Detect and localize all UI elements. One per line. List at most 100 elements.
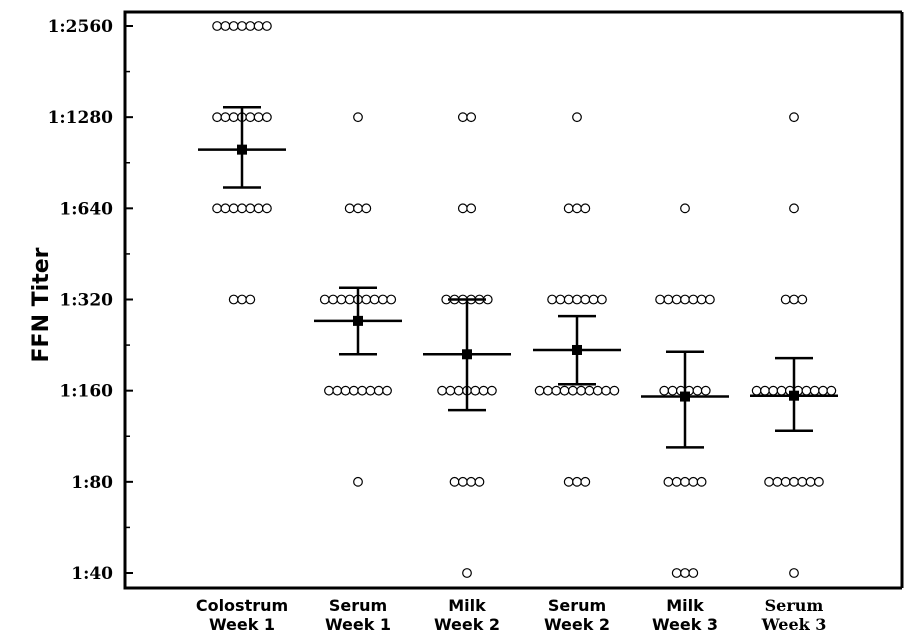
- data-point: [457, 476, 468, 487]
- data-point: [818, 385, 828, 396]
- data-point: [228, 294, 239, 305]
- data-point: [332, 385, 343, 396]
- data-point: [457, 203, 468, 214]
- data-point: [797, 476, 808, 487]
- mean-marker: [789, 390, 799, 401]
- data-point: [696, 476, 707, 487]
- data-point: [487, 385, 497, 396]
- data-point: [369, 294, 380, 305]
- data-point: [361, 294, 372, 305]
- data-point: [688, 476, 699, 487]
- data-point: [559, 385, 570, 396]
- data-points: [212, 21, 837, 578]
- x-tick-label-line1: Milk: [666, 596, 704, 615]
- data-point: [609, 385, 620, 396]
- y-tick-label: 1:160: [59, 382, 113, 402]
- y-axis-ticks: 1:40 1:80 1:160 1:320 1:640 1:1280 1:2560: [48, 17, 133, 584]
- data-point: [237, 203, 247, 214]
- data-point: [344, 203, 355, 214]
- x-tick-label-line2: Week 1: [325, 615, 391, 634]
- data-point: [253, 112, 264, 123]
- x-tick-label-line1: Colostrum: [196, 596, 288, 615]
- x-tick-label-line1: Serum: [548, 596, 606, 615]
- data-point: [547, 294, 557, 305]
- data-point: [212, 112, 223, 123]
- data-point: [671, 294, 682, 305]
- data-point: [655, 294, 665, 305]
- data-point: [580, 203, 591, 214]
- x-tick-label-line1: Serum: [329, 596, 387, 615]
- data-point: [692, 385, 703, 396]
- data-point: [382, 385, 392, 396]
- x-tick-label-line2: Week 1: [209, 615, 275, 634]
- data-point: [688, 568, 699, 578]
- x-tick-label-line1: Milk: [448, 596, 486, 615]
- y-tick-label: 1:1280: [48, 108, 114, 128]
- data-point: [580, 294, 591, 305]
- data-point: [671, 568, 682, 578]
- data-point: [780, 294, 791, 305]
- data-point: [365, 385, 376, 396]
- data-point: [780, 476, 791, 487]
- data-point: [680, 203, 690, 214]
- data-point: [826, 385, 837, 396]
- mean-marker: [353, 315, 363, 326]
- data-point: [555, 294, 566, 305]
- data-point: [551, 385, 562, 396]
- data-point: [563, 476, 574, 487]
- data-point: [449, 476, 460, 487]
- data-point: [319, 294, 330, 305]
- data-point: [386, 294, 397, 305]
- data-point: [789, 568, 799, 578]
- data-point: [466, 203, 477, 214]
- data-point: [572, 476, 582, 487]
- data-point: [212, 203, 223, 214]
- data-point: [220, 203, 231, 214]
- data-point: [348, 385, 359, 396]
- data-point: [572, 294, 582, 305]
- y-tick-label: 1:2560: [48, 17, 114, 37]
- data-point: [453, 385, 464, 396]
- data-point: [253, 21, 264, 31]
- y-tick-label: 1:80: [71, 473, 113, 493]
- data-point: [466, 476, 477, 487]
- y-tick-label: 1:640: [59, 199, 113, 219]
- data-point: [764, 476, 774, 487]
- data-point: [357, 385, 368, 396]
- x-tick-label-line2: Week 3: [761, 615, 827, 634]
- data-point: [751, 385, 762, 396]
- data-point: [580, 476, 591, 487]
- data-point: [659, 385, 670, 396]
- data-point: [663, 294, 674, 305]
- data-point: [228, 21, 239, 31]
- data-point: [474, 476, 485, 487]
- data-point: [457, 112, 468, 123]
- data-point: [576, 385, 587, 396]
- data-point: [328, 294, 339, 305]
- data-point: [262, 112, 272, 123]
- data-point: [470, 385, 481, 396]
- mean-error-bars: [198, 106, 838, 449]
- y-axis-title: FFN Titer: [29, 247, 54, 362]
- y-tick-label: 1:320: [59, 291, 113, 311]
- data-point: [361, 203, 372, 214]
- data-point: [572, 112, 582, 123]
- data-point: [543, 385, 553, 396]
- data-point: [462, 568, 472, 578]
- data-point: [789, 112, 799, 123]
- x-tick-label-line1: Serum: [765, 596, 824, 615]
- data-point: [680, 568, 690, 578]
- data-point: [584, 385, 595, 396]
- x-tick-label-line2: Week 2: [544, 615, 610, 634]
- data-point: [563, 203, 574, 214]
- data-point: [705, 294, 715, 305]
- data-point: [592, 385, 603, 396]
- data-point: [344, 294, 355, 305]
- data-point: [768, 385, 779, 396]
- data-point: [245, 294, 256, 305]
- data-point: [378, 294, 388, 305]
- data-point: [696, 294, 707, 305]
- data-point: [789, 294, 799, 305]
